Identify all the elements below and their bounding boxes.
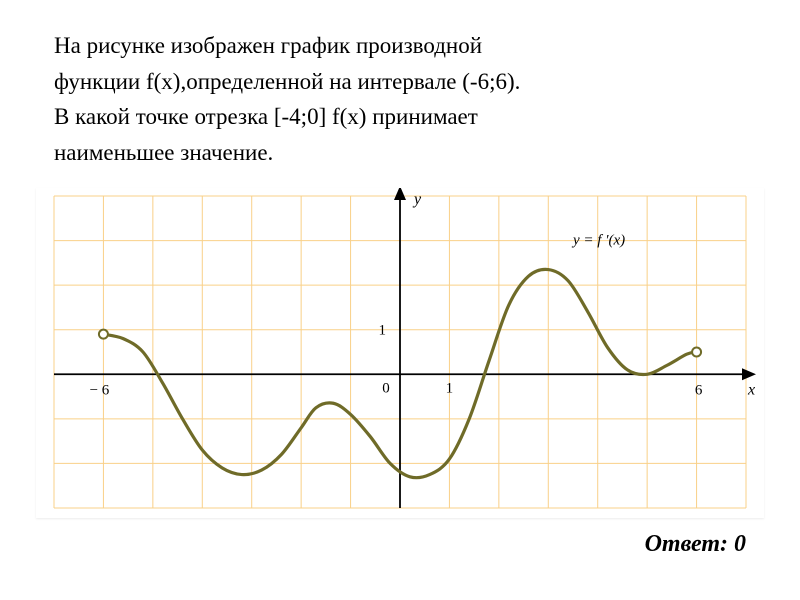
derivative-chart: y x 0 1 1 − 6 6 y = f ′(x)	[36, 188, 764, 518]
problem-line-3: В какой точке отрезка [-4;0] f(x) приним…	[54, 99, 760, 135]
unit-x-label: 1	[446, 380, 454, 396]
curve-legend: y = f ′(x)	[571, 233, 625, 249]
answer-label: Ответ: 0	[645, 531, 746, 558]
problem-line-2: функции f(x),определенной на интервале (…	[54, 64, 760, 100]
problem-statement: На рисунке изображен график производной …	[54, 28, 760, 171]
x-axis-label: x	[747, 381, 755, 398]
y-axis-label: y	[412, 191, 422, 208]
unit-y-label: 1	[379, 323, 387, 339]
x-min-label: − 6	[90, 382, 110, 398]
chart-svg: y x 0 1 1 − 6 6 y = f ′(x)	[36, 188, 764, 518]
problem-line-1: На рисунке изображен график производной	[54, 28, 760, 64]
x-max-label: 6	[695, 382, 703, 398]
open-endpoint-0	[99, 330, 108, 339]
origin-label: 0	[382, 380, 390, 396]
problem-line-4: наименьшее значение.	[54, 135, 760, 171]
open-endpoint-1	[692, 348, 701, 357]
